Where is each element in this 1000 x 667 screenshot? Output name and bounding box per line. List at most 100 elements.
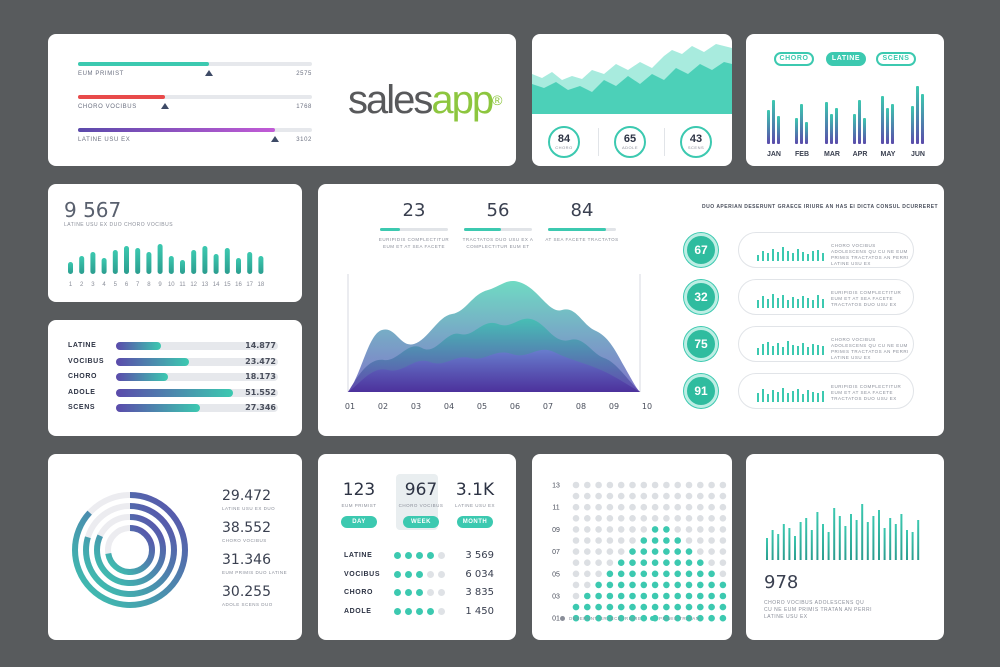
matrix-dot xyxy=(674,492,681,500)
filter-pill-scens[interactable]: SCENS xyxy=(876,52,916,66)
ring-caption: CHORO VOCIBUS xyxy=(222,538,267,543)
matrix-dot xyxy=(584,537,591,544)
matrix-dot xyxy=(719,492,727,500)
counter-x-label: 11 xyxy=(179,282,186,288)
row-spark-bar xyxy=(807,390,809,402)
spark-bar xyxy=(894,524,897,560)
spark-bar xyxy=(816,512,819,560)
matrix-dot xyxy=(674,537,681,544)
row-caption: CHORO VOCIBUS ADOLESCENS QU CU NE EUM PR… xyxy=(831,243,909,266)
main-row-pill[interactable]: CHORO VOCIBUS ADOLESCENS QU CU NE EUM PR… xyxy=(738,326,914,362)
progress-label: LATINE USU EX xyxy=(78,137,131,143)
matrix-dot xyxy=(697,614,704,622)
filter-pill-choro[interactable]: CHORO xyxy=(774,52,814,66)
matrix-dot xyxy=(708,614,715,622)
spark-bar xyxy=(782,524,785,560)
matrix-dot xyxy=(595,503,602,511)
row-spark-bar xyxy=(817,295,819,308)
matrix-dot xyxy=(708,503,715,511)
period-dot xyxy=(394,570,401,578)
matrix-dot xyxy=(697,548,704,555)
period-row-value: 3 835 xyxy=(465,587,494,598)
matrix-dot xyxy=(674,603,681,611)
matrix-dot xyxy=(595,481,602,489)
matrix-dot xyxy=(584,603,591,611)
period-tag-month[interactable]: MONTH xyxy=(457,516,493,528)
matrix-y-label: 01 xyxy=(552,616,560,623)
matrix-dot xyxy=(640,481,648,489)
counter-bars: 1 2 3 4 5 6 7 8 9 10 11 12 13 14 15 16 17 18 xyxy=(68,244,265,288)
matrix-dot xyxy=(708,603,715,611)
stat-value: 43 xyxy=(689,133,703,145)
row-spark-bar xyxy=(767,394,769,402)
month-label: JAN xyxy=(767,151,781,158)
matrix-dot xyxy=(572,581,580,589)
kpi-value: 56 xyxy=(486,200,510,221)
counter-x-label: 2 xyxy=(80,282,84,288)
matrix-dot xyxy=(572,603,580,611)
period-dot xyxy=(416,607,423,615)
matrix-dot xyxy=(584,614,591,622)
spark-bar xyxy=(788,528,791,560)
matrix-dot xyxy=(606,570,614,578)
matrix-dot xyxy=(572,481,580,489)
matrix-dot xyxy=(719,559,727,566)
matrix-dot xyxy=(572,614,580,622)
matrix-y-label: 07 xyxy=(552,549,560,556)
main-row-pill[interactable]: EURIPIDIS COMPLECTITUR EUM ET AT SEA FAC… xyxy=(738,373,914,409)
main-row-pill[interactable]: CHORO VOCIBUS ADOLESCENS QU CU NE EUM PR… xyxy=(738,232,914,268)
month-bar xyxy=(825,102,828,144)
matrix-dot xyxy=(651,603,659,611)
period-card: 123 EUM PRIMIST DAY 967 CHORO VOCIBUS WEEK 3.1… xyxy=(318,454,516,640)
matrix-dot xyxy=(651,559,659,566)
hbar-value: 27.346 xyxy=(245,403,276,412)
matrix-dot xyxy=(674,592,681,600)
spark-bar xyxy=(889,518,892,560)
wave-x-label: 06 xyxy=(509,402,521,411)
matrix-dot xyxy=(674,526,681,533)
row-spark-bar xyxy=(792,345,794,355)
matrix-dot xyxy=(719,503,727,511)
hbar-label: LATINE xyxy=(68,342,97,349)
period-tag-week[interactable]: WEEK xyxy=(403,516,439,528)
period-dot xyxy=(438,552,445,559)
row-spark-bar xyxy=(817,393,819,402)
legend-label: DESERUNT GRAECE IRIURE xyxy=(569,616,642,621)
hbar-track xyxy=(116,373,278,381)
main-row-pill[interactable]: EURIPIDIS COMPLECTITUR EUM ET AT SEA FAC… xyxy=(738,279,914,315)
matrix-dot xyxy=(617,559,625,566)
filter-pill-latine[interactable]: LATINE xyxy=(826,52,866,66)
row-sparkline xyxy=(757,341,824,355)
period-dot xyxy=(405,607,412,615)
matrix-dot xyxy=(697,559,704,566)
matrix-dot xyxy=(651,592,659,600)
matrix-dot xyxy=(617,592,625,600)
matrix-dot xyxy=(640,614,648,622)
counter-bar xyxy=(247,252,253,274)
counter-bar xyxy=(146,252,152,274)
matrix-dot xyxy=(663,592,670,600)
spark-bar xyxy=(838,516,841,560)
row-spark-bar xyxy=(802,394,804,402)
matrix-dot xyxy=(708,570,715,578)
matrix-dot xyxy=(674,570,681,578)
period-tag-day[interactable]: DAY xyxy=(341,516,377,528)
progress-label: CHORO VOCIBUS xyxy=(78,104,137,110)
matrix-y-label: 03 xyxy=(552,594,560,601)
counter-x-label: 13 xyxy=(202,282,209,288)
matrix-dot xyxy=(685,592,693,600)
counter-bar xyxy=(180,260,185,274)
period-caption: EUM PRIMIST xyxy=(341,503,377,508)
dot-matrix: 13 11 09 07 05 03 01 xyxy=(552,481,727,623)
matrix-dot xyxy=(640,570,648,578)
matrix-dot xyxy=(617,481,625,489)
matrix-dot xyxy=(674,581,681,589)
matrix-dot xyxy=(572,570,580,578)
matrix-dot xyxy=(572,526,580,533)
matrix-dot xyxy=(572,548,580,555)
month-label: APR xyxy=(853,151,868,158)
matrix-dot xyxy=(606,548,614,555)
month-bar xyxy=(863,118,866,144)
matrix-dot xyxy=(584,548,591,555)
counter-bar xyxy=(79,256,85,274)
